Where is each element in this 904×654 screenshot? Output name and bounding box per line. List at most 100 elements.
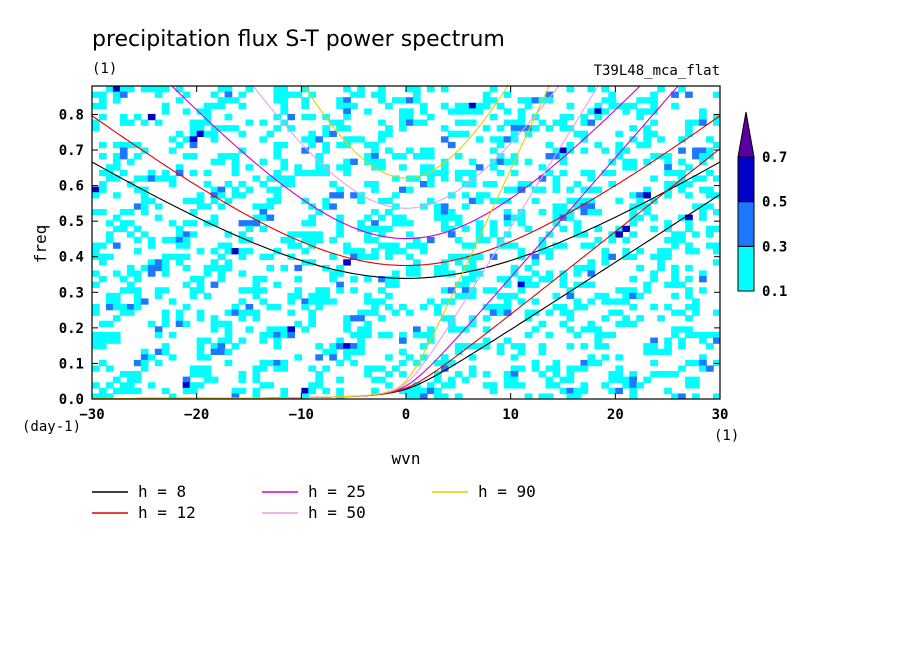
field-cell <box>119 387 128 395</box>
field-cell <box>685 315 693 322</box>
field-cell <box>517 214 526 221</box>
field-cell <box>699 270 707 277</box>
field-cell <box>685 248 693 255</box>
field-cell <box>371 253 379 260</box>
field-cell <box>496 303 505 311</box>
field-cell <box>105 86 114 93</box>
field-cell <box>161 287 170 294</box>
field-cell <box>406 175 414 182</box>
field-cell <box>692 119 700 126</box>
field-cell <box>468 292 477 300</box>
field-cell <box>133 236 142 244</box>
field-cell <box>482 287 491 294</box>
field-cell <box>406 264 414 272</box>
field-cell <box>357 197 365 205</box>
field-cell <box>196 119 205 126</box>
field-cell <box>503 382 512 389</box>
field-cell <box>406 147 414 154</box>
field-cell <box>119 169 128 177</box>
y-tick-label: 0.8 <box>59 107 84 123</box>
field-cell <box>399 371 407 378</box>
field-cell <box>175 130 184 137</box>
field-cell <box>566 376 575 383</box>
field-cell <box>517 382 526 389</box>
field-cell <box>126 181 135 188</box>
field-cell <box>140 175 149 182</box>
field-cell <box>371 236 379 244</box>
field-cell <box>461 281 470 288</box>
field-cell <box>406 97 414 104</box>
field-cell <box>203 119 212 126</box>
field-cell <box>168 354 177 361</box>
field-cell <box>503 186 512 193</box>
field-cell <box>315 298 323 305</box>
field-cell <box>496 169 505 177</box>
field-cell <box>482 343 491 350</box>
field-cell <box>566 141 575 149</box>
field-cell <box>475 270 484 277</box>
field-cell <box>594 292 603 300</box>
field-cell <box>629 320 637 328</box>
field-cell <box>378 276 386 283</box>
field-cell <box>580 197 589 205</box>
field-cell <box>196 125 205 132</box>
field-cell <box>280 393 289 399</box>
field-cell <box>566 86 575 93</box>
field-cell <box>426 298 435 305</box>
dispersion-curve-h25 <box>171 86 641 240</box>
field-cell <box>399 125 407 132</box>
field-cell <box>482 382 491 389</box>
field-cell <box>706 331 714 339</box>
field-cell <box>496 125 505 132</box>
colorbar: 0.10.30.50.7 <box>737 111 787 300</box>
field-cell <box>524 393 533 399</box>
field-cell <box>685 242 693 249</box>
field-cell <box>699 108 707 115</box>
field-cell <box>559 376 568 383</box>
field-cell <box>412 242 421 249</box>
field-cell <box>364 158 372 165</box>
field-cell <box>657 264 665 272</box>
field-cell <box>238 130 247 137</box>
field-cell <box>538 208 547 216</box>
field-cell <box>308 320 316 328</box>
field-cell <box>203 130 212 137</box>
field-cell <box>112 214 121 221</box>
field-cell <box>713 208 720 216</box>
field-cell <box>671 276 679 283</box>
field-cell <box>692 393 700 399</box>
field-cell <box>447 376 456 383</box>
field-cell <box>440 208 449 216</box>
field-cell <box>454 108 463 115</box>
field-cell <box>308 141 316 149</box>
field-cell <box>461 292 470 300</box>
field-cell <box>105 236 114 244</box>
field-cell <box>608 387 617 395</box>
field-cell <box>385 382 393 389</box>
y-tick-label: 0.1 <box>59 356 84 372</box>
field-cell <box>210 125 219 132</box>
field-cell <box>503 119 512 126</box>
field-cell <box>692 147 700 154</box>
field-cell <box>371 298 379 305</box>
field-cell <box>615 376 624 383</box>
field-cell <box>126 270 135 277</box>
field-cell <box>98 153 107 160</box>
field-cell <box>273 343 282 350</box>
field-cell <box>357 248 365 255</box>
field-cell <box>629 208 637 216</box>
field-cell <box>566 292 575 300</box>
x-tick-label: 20 <box>607 407 624 423</box>
field-cell <box>92 281 100 288</box>
field-cell <box>566 197 575 205</box>
field-cell <box>601 331 610 339</box>
field-cell <box>259 337 268 344</box>
field-cell <box>399 331 407 339</box>
field-cell <box>692 153 700 160</box>
field-cell <box>636 382 644 389</box>
field-cell <box>678 147 686 154</box>
field-cell <box>294 91 303 98</box>
field-cell <box>350 102 358 110</box>
field-cell <box>315 382 323 389</box>
field-cell <box>252 376 261 383</box>
